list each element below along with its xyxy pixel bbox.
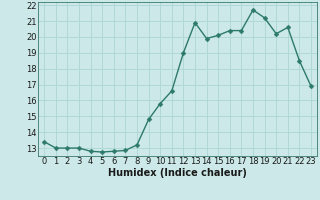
X-axis label: Humidex (Indice chaleur): Humidex (Indice chaleur)	[108, 168, 247, 178]
